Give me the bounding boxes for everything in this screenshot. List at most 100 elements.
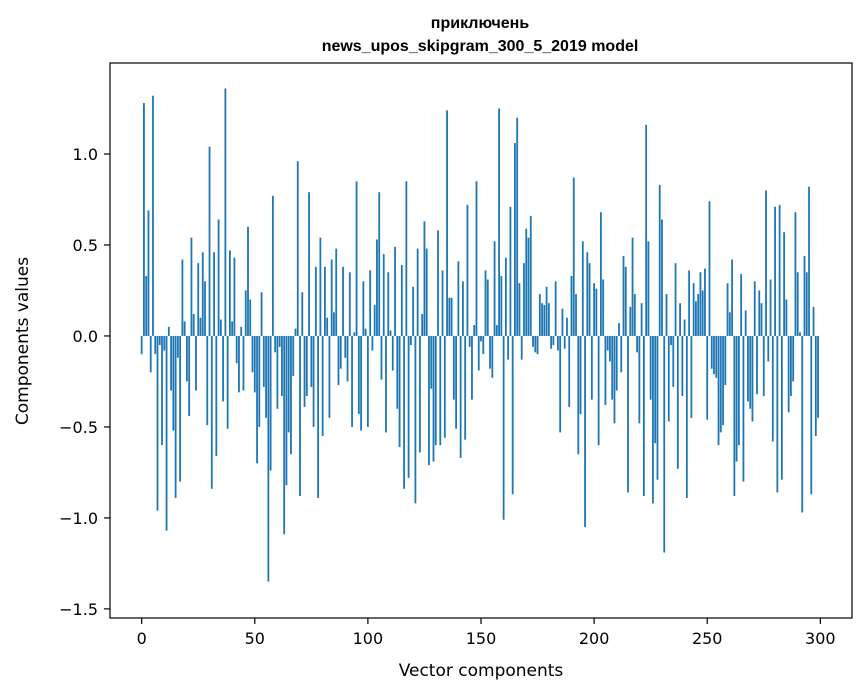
bar	[183, 321, 186, 336]
bar	[787, 335, 790, 413]
bar	[552, 335, 555, 346]
bar	[249, 299, 252, 336]
bar	[742, 335, 745, 482]
bar	[197, 263, 200, 336]
bar	[731, 259, 734, 336]
bar	[690, 335, 693, 418]
bar	[808, 186, 810, 336]
y-axis: −1.5 −1.0 −0.5 0.0 0.5 1.0	[59, 145, 110, 619]
bar	[371, 335, 374, 351]
bar	[683, 319, 686, 336]
bar	[609, 335, 611, 362]
bar	[176, 335, 179, 358]
bar	[814, 335, 817, 437]
bar	[199, 317, 202, 336]
x-tick-label: 0	[137, 629, 147, 648]
bar	[170, 335, 172, 391]
bar	[482, 335, 485, 355]
bar	[274, 335, 277, 353]
bar	[751, 335, 754, 422]
bar	[394, 246, 396, 336]
bar	[640, 303, 643, 336]
bar	[717, 335, 720, 446]
bar	[459, 335, 462, 458]
bar	[400, 264, 403, 336]
bar	[441, 270, 444, 336]
bar	[253, 335, 256, 393]
bar	[624, 266, 627, 336]
bar	[726, 283, 729, 336]
bar	[733, 335, 736, 497]
bar	[514, 143, 516, 336]
bar	[145, 275, 148, 336]
bar	[586, 252, 589, 336]
bar	[638, 335, 641, 424]
bar	[532, 335, 534, 347]
bar	[796, 272, 799, 336]
bar	[181, 259, 184, 336]
bar	[192, 314, 195, 336]
bar	[428, 335, 430, 466]
bar	[780, 335, 783, 480]
y-tick-label: 1.0	[73, 145, 98, 164]
bar	[468, 335, 471, 347]
bar	[758, 290, 761, 336]
bar	[195, 335, 197, 391]
bar	[749, 335, 752, 409]
bar	[448, 297, 451, 336]
bar	[504, 257, 507, 336]
bar	[335, 248, 338, 336]
bar	[547, 303, 550, 336]
chart-title: приключень	[431, 15, 530, 32]
bar	[801, 335, 804, 513]
bar	[581, 241, 584, 336]
x-tick-label: 300	[805, 629, 836, 648]
bar	[493, 241, 496, 336]
bar	[324, 266, 326, 336]
bar	[762, 335, 765, 396]
bar	[704, 268, 706, 336]
y-tick-label: 0.5	[73, 236, 98, 255]
bar	[294, 328, 297, 336]
bar	[649, 335, 652, 400]
bar	[595, 288, 598, 336]
y-axis-label: Components values	[13, 257, 33, 425]
bar	[452, 335, 455, 400]
bar	[251, 335, 254, 373]
bar	[737, 335, 740, 446]
bar	[398, 335, 401, 447]
bar	[179, 335, 182, 482]
bar	[231, 321, 234, 336]
bar	[593, 283, 596, 336]
x-tick-label: 100	[353, 629, 384, 648]
bar	[265, 335, 267, 418]
bar	[163, 335, 166, 351]
bar	[330, 259, 333, 336]
bar	[450, 297, 453, 336]
bar	[314, 266, 317, 336]
bar	[557, 335, 559, 351]
bar	[670, 335, 672, 346]
bar	[346, 335, 349, 382]
bar	[328, 335, 331, 418]
bar	[376, 239, 378, 336]
x-tick-label: 200	[579, 629, 610, 648]
bar	[292, 335, 295, 376]
bar	[462, 281, 464, 336]
bar	[584, 335, 586, 528]
bar	[224, 88, 227, 336]
y-tick-label: −0.5	[59, 418, 98, 437]
bar	[425, 248, 428, 336]
bar	[724, 335, 727, 386]
bar	[416, 248, 419, 336]
bar	[206, 335, 209, 426]
bar	[269, 335, 272, 471]
bar	[407, 335, 410, 478]
bar	[543, 305, 546, 336]
bar	[337, 335, 340, 386]
bar	[310, 335, 313, 387]
bar	[799, 332, 801, 336]
bar	[186, 335, 188, 382]
bar	[299, 335, 301, 497]
bar	[606, 335, 609, 351]
